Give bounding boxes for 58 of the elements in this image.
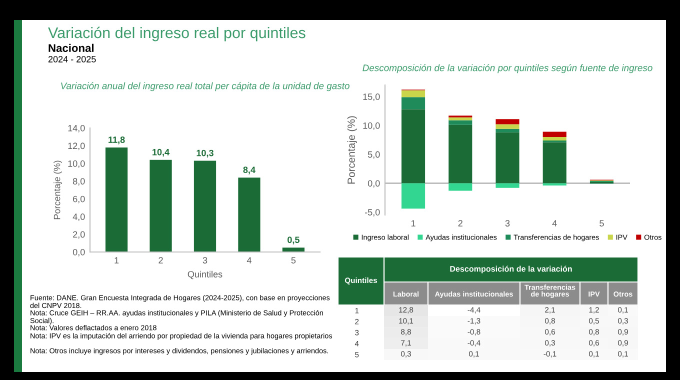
bar <box>448 120 472 125</box>
bar <box>542 132 566 137</box>
bar <box>448 183 472 191</box>
y-tick-label: 2,0 <box>73 231 85 239</box>
x-tick-label: 4 <box>246 257 252 264</box>
y-tick-label: -5,0 <box>364 209 380 217</box>
y-tick-label: 5,0 <box>368 151 380 159</box>
x-tick-label: 2 <box>158 257 163 264</box>
x-axis-title: Quintiles <box>188 270 222 280</box>
y-tick-label: 15,0 <box>363 94 380 101</box>
bar <box>401 97 426 110</box>
y-tick-label: 4,0 <box>72 214 85 221</box>
y-tick-label: 10,0 <box>68 160 85 168</box>
text: Nacional <box>48 44 94 52</box>
y-tick-label: 10,0 <box>363 122 380 130</box>
x-tick-label: 2 <box>458 220 462 226</box>
y-tick-label: 0,0 <box>368 180 380 188</box>
y-tick-label: 14,0 <box>68 124 85 132</box>
bar <box>194 160 216 252</box>
bar <box>542 137 566 140</box>
bar <box>401 90 426 98</box>
y-axis-title: Porcentaje (%) <box>347 116 358 184</box>
bar <box>496 119 520 124</box>
chart-title: Descomposición de la variación por quintiles según fuente de ingreso <box>362 64 652 74</box>
y-tick-label: 0,0 <box>72 248 85 256</box>
bar <box>542 183 566 186</box>
data-label: 0,5 <box>288 236 300 244</box>
chart-title: Variación anual del ingreso real total per cápita de la unidad de gasto <box>61 82 350 92</box>
x-tick-label: 1 <box>411 220 416 226</box>
bar <box>105 147 128 252</box>
bar <box>496 124 520 129</box>
x-tick-label: 3 <box>202 257 208 264</box>
bar <box>282 248 305 252</box>
x-tick-label: 5 <box>600 220 604 226</box>
x-tick-label: 4 <box>552 220 557 226</box>
data-label: 11,8 <box>108 136 125 144</box>
bar <box>150 160 172 252</box>
bar <box>401 183 426 209</box>
x-tick-label: 3 <box>505 220 510 226</box>
bar <box>542 142 566 184</box>
bar <box>496 132 520 184</box>
bar <box>401 109 426 184</box>
text: 2024 - 2025 <box>48 56 96 62</box>
y-tick-label: 12,0 <box>68 142 85 150</box>
bar <box>496 183 520 188</box>
y-tick-label: 8,0 <box>72 178 85 186</box>
chart-title: Descomposición de la variación <box>450 266 572 274</box>
bar <box>448 124 472 184</box>
x-tick-label: 5 <box>291 257 296 264</box>
y-axis-title: Porcentaje (%) <box>54 160 62 220</box>
y-tick-label: 6,0 <box>73 196 85 204</box>
data-label: 10,4 <box>152 148 170 157</box>
data-label: 10,3 <box>196 150 214 158</box>
text: Variación del ingreso real por quintiles <box>48 26 306 42</box>
bar <box>496 128 520 132</box>
data-label: 8,4 <box>243 166 256 174</box>
x-tick-label: 1 <box>114 257 119 264</box>
bar <box>238 178 260 252</box>
